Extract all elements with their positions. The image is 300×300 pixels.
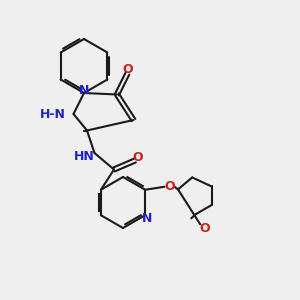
Text: O: O [165,180,175,193]
Text: N: N [79,83,89,97]
Text: HN: HN [74,149,94,163]
Text: O: O [122,63,133,76]
Text: O: O [133,151,143,164]
Text: O: O [200,222,210,236]
Text: H-N: H-N [40,107,66,121]
Text: N: N [141,212,152,225]
